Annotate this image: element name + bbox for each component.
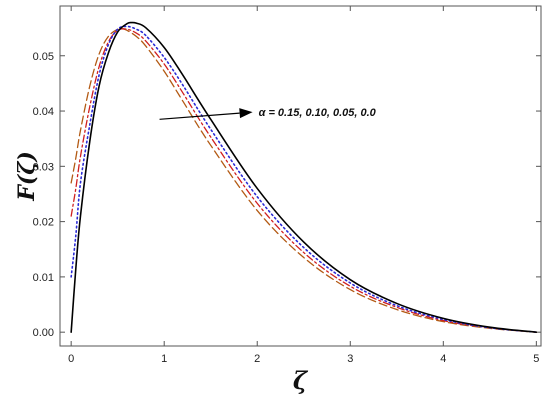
y-tick-label: 0.02 (33, 217, 54, 229)
y-tick-label: 0.01 (33, 272, 54, 284)
series-layer (70, 21, 538, 333)
series-line-solid (70, 21, 538, 333)
x-tick-label: 3 (347, 353, 353, 365)
y-tick-label: 0.03 (33, 161, 54, 173)
y-tick-label: 0.00 (33, 327, 54, 339)
x-tick-label: 2 (254, 353, 260, 365)
x-tick-label: 5 (533, 353, 539, 365)
plot-frame (59, 5, 542, 347)
annotation-label: α = 0.15, 0.10, 0.05, 0.0 (259, 107, 377, 119)
y-axis-title: F(ζ) (14, 151, 40, 201)
x-tick-label: 1 (161, 353, 167, 365)
x-tick-label: 4 (440, 353, 446, 365)
y-tick-label: 0.04 (33, 106, 54, 118)
annotation-arrow-line (159, 112, 240, 120)
series-line-dashed (70, 27, 537, 333)
annotation-arrowhead (239, 108, 253, 119)
series-line-dashdot (70, 28, 537, 333)
axis-ticks: 0 1 2 3 4 5 0.00 0.01 0.02 0.03 0.04 0.05 (33, 6, 541, 365)
annotation: α = 0.15, 0.10, 0.05, 0.0 (159, 107, 377, 120)
x-tick-label: 0 (68, 353, 74, 365)
y-tick-label: 0.05 (33, 51, 54, 63)
x-axis-title: ζ (293, 366, 309, 395)
series-line-dotted (70, 25, 538, 333)
